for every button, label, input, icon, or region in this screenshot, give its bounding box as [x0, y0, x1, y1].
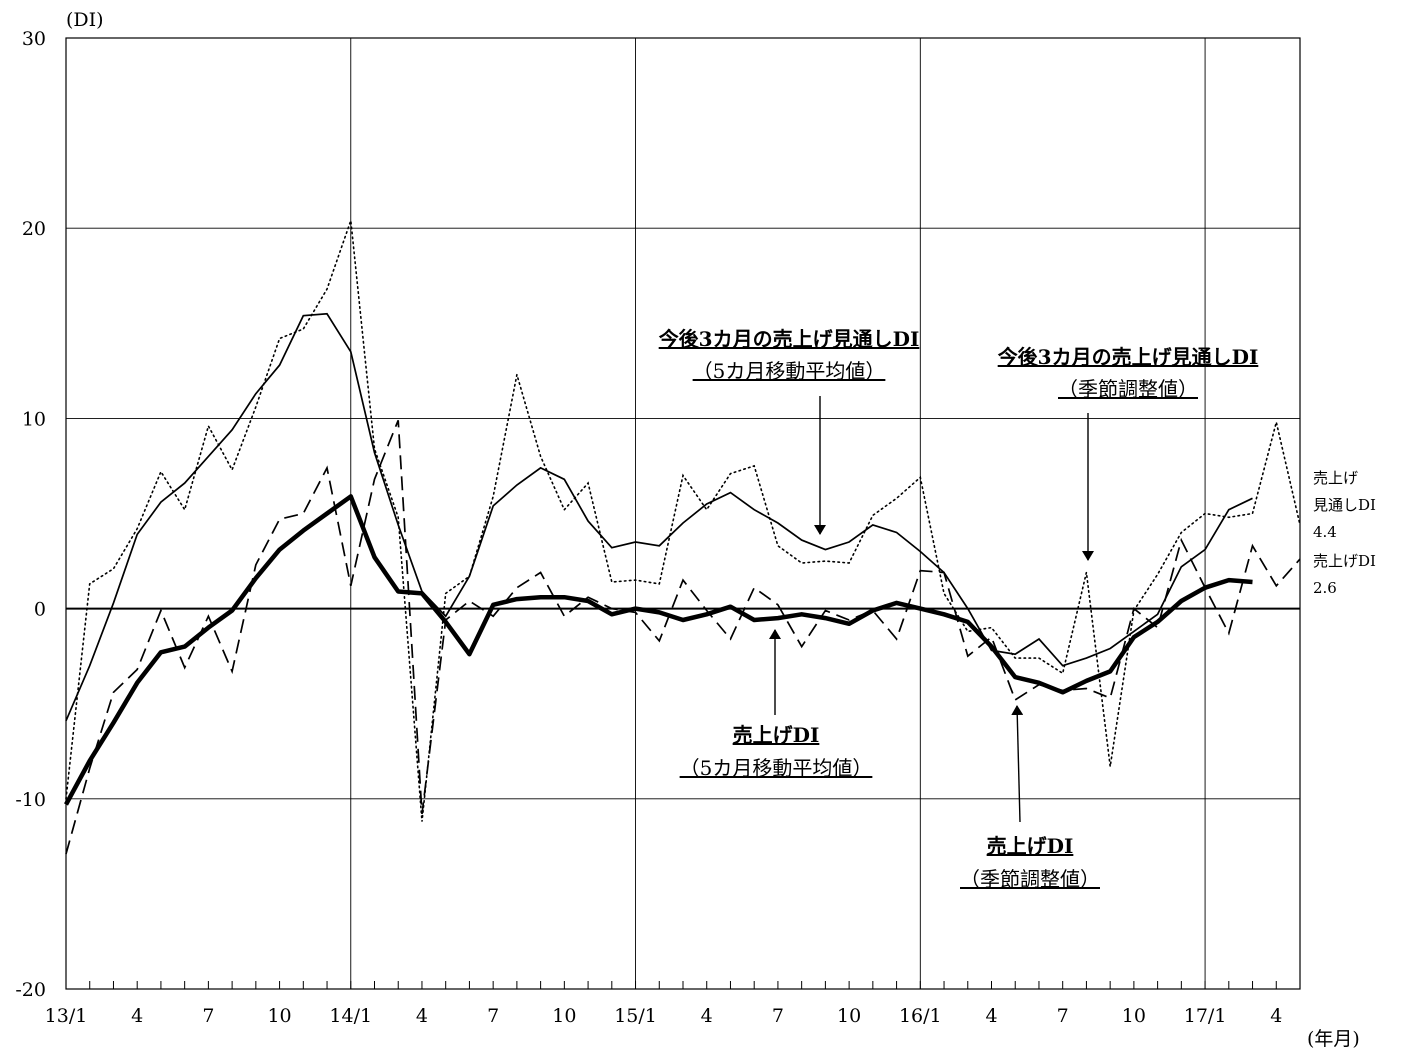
series-sales-seasonal: [65, 419, 1301, 855]
annotation-layer: 今後3カ月の売上げ見通しDI （5カ月移動平均値） 今後3カ月の売上げ見通しDI…: [659, 327, 1259, 891]
x-tick-label: 10: [267, 1005, 291, 1027]
annotation-sales-ma-line1: 売上げDI: [733, 723, 820, 747]
annotation-forecast-ma-line2: （5カ月移動平均値）: [693, 359, 886, 383]
grid-layer: [66, 38, 1300, 989]
x-tick-label: 16/1: [899, 1005, 942, 1027]
y-tick-label: -20: [15, 979, 46, 1001]
annotation-forecast-moving-average: 今後3カ月の売上げ見通しDI （5カ月移動平均値）: [659, 327, 920, 383]
annotation-sales-seasonal: 売上げDI （季節調整値）: [960, 834, 1100, 891]
series-forecast-seasonal: [65, 220, 1301, 822]
annotation-forecast-ma-line1: 今後3カ月の売上げ見通しDI: [659, 327, 920, 351]
x-tick-label: 4: [701, 1005, 713, 1027]
annotation-forecast-seasonal: 今後3カ月の売上げ見通しDI （季節調整値）: [998, 345, 1259, 401]
x-tick-label: 10: [837, 1005, 861, 1027]
annotation-sales-ma-line2: （5カ月移動平均値）: [680, 756, 873, 780]
x-axis-label: (年月): [1307, 1028, 1360, 1050]
end-label-sales-value: 2.6: [1313, 579, 1337, 597]
end-label-forecast-line1: 売上げ: [1313, 469, 1358, 487]
y-tick-label: 30: [22, 28, 46, 50]
x-tick-label: 4: [1270, 1005, 1282, 1027]
y-tick-label: 10: [22, 408, 46, 430]
x-axis-ticks: 13/1 4 7 10 14/1 4 7 10 15/1 4 7 10 16/1 4 7 10 17/1 4: [45, 981, 1301, 1027]
x-tick-label: 7: [487, 1005, 499, 1027]
x-tick-label: 7: [1057, 1005, 1069, 1027]
plot-frame: [65, 37, 1301, 990]
arrow-sales-sa: [1011, 705, 1024, 823]
annotation-sales-moving-average: 売上げDI （5カ月移動平均値）: [680, 723, 873, 780]
end-label-forecast-line2: 見通しDI: [1313, 496, 1376, 514]
x-tick-label: 4: [985, 1005, 997, 1027]
annotation-sales-sa-line1: 売上げDI: [987, 834, 1074, 858]
annotation-sales-sa-line2: （季節調整値）: [960, 867, 1100, 891]
x-tick-label: 4: [416, 1005, 428, 1027]
x-tick-label: 13/1: [45, 1005, 88, 1027]
y-tick-label: 0: [34, 599, 46, 621]
series-forecast-moving-average: [65, 312, 1253, 722]
x-tick-label: 7: [202, 1005, 214, 1027]
y-tick-label: 20: [22, 218, 46, 240]
y-axis-label: (DI): [66, 9, 104, 31]
end-label-sales-line1: 売上げDI: [1313, 552, 1376, 570]
annotation-forecast-sa-line1: 今後3カ月の売上げ見通しDI: [998, 345, 1259, 369]
annotation-forecast-sa-line2: （季節調整値）: [1058, 377, 1198, 401]
series-sales-moving-average: [64, 494, 1253, 806]
end-label-forecast-value: 4.4: [1313, 523, 1337, 541]
x-tick-label: 10: [1122, 1005, 1146, 1027]
y-axis-ticks: 30 20 10 0 -10 -20: [15, 28, 46, 1001]
end-labels: 売上げ 見通しDI 4.4 売上げDI 2.6: [1313, 469, 1376, 597]
series-layer: [64, 220, 1301, 855]
x-tick-label: 17/1: [1184, 1005, 1227, 1027]
x-tick-label: 10: [552, 1005, 576, 1027]
y-tick-label: -10: [15, 789, 46, 811]
x-tick-label: 14/1: [329, 1005, 372, 1027]
x-tick-label: 4: [131, 1005, 143, 1027]
x-tick-label: 15/1: [614, 1005, 657, 1027]
x-tick-label: 7: [772, 1005, 784, 1027]
